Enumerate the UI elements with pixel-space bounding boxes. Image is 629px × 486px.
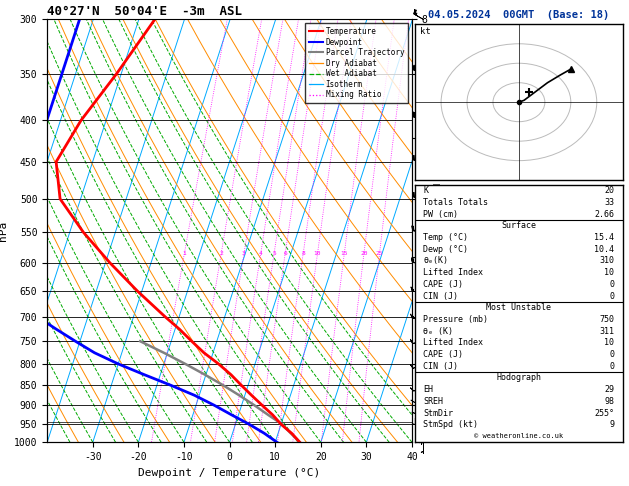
Text: 6: 6	[283, 251, 287, 257]
Text: Lifted Index: Lifted Index	[423, 338, 484, 347]
X-axis label: Dewpoint / Temperature (°C): Dewpoint / Temperature (°C)	[138, 468, 321, 478]
Text: CIN (J): CIN (J)	[423, 362, 459, 371]
Text: 8: 8	[301, 251, 305, 257]
Text: 20: 20	[604, 186, 615, 195]
Text: Lifted Index: Lifted Index	[423, 268, 484, 277]
Text: EH: EH	[423, 385, 433, 394]
Text: 25: 25	[376, 251, 383, 257]
Text: 04.05.2024  00GMT  (Base: 18): 04.05.2024 00GMT (Base: 18)	[428, 10, 610, 20]
Text: Most Unstable: Most Unstable	[486, 303, 552, 312]
Text: 10.4: 10.4	[594, 245, 615, 254]
Text: CAPE (J): CAPE (J)	[423, 350, 464, 359]
Text: Surface: Surface	[501, 222, 537, 230]
Text: 20: 20	[360, 251, 367, 257]
Text: θₑ(K): θₑ(K)	[423, 257, 448, 265]
Text: Dewp (°C): Dewp (°C)	[423, 245, 469, 254]
Text: 98: 98	[604, 397, 615, 406]
Text: Pressure (mb): Pressure (mb)	[423, 315, 489, 324]
Text: 3: 3	[242, 251, 246, 257]
Text: 2.66: 2.66	[594, 209, 615, 219]
Legend: Temperature, Dewpoint, Parcel Trajectory, Dry Adiabat, Wet Adiabat, Isotherm, Mi: Temperature, Dewpoint, Parcel Trajectory…	[305, 23, 408, 103]
Text: 10: 10	[604, 268, 615, 277]
Text: Temp (°C): Temp (°C)	[423, 233, 469, 242]
Text: 29: 29	[604, 385, 615, 394]
Text: 5: 5	[272, 251, 276, 257]
Text: PW (cm): PW (cm)	[423, 209, 459, 219]
Text: 750: 750	[599, 315, 615, 324]
Text: 310: 310	[599, 257, 615, 265]
Text: 0: 0	[610, 292, 615, 300]
Text: CIN (J): CIN (J)	[423, 292, 459, 300]
Text: 255°: 255°	[594, 409, 615, 417]
Text: 10: 10	[314, 251, 321, 257]
Text: 0: 0	[610, 350, 615, 359]
Text: 10: 10	[604, 338, 615, 347]
Text: kt: kt	[420, 27, 431, 36]
Text: CAPE (J): CAPE (J)	[423, 280, 464, 289]
Y-axis label: Mixing Ratio (g/kg): Mixing Ratio (g/kg)	[430, 183, 438, 278]
Text: © weatheronline.co.uk: © weatheronline.co.uk	[474, 434, 564, 439]
Text: 9: 9	[610, 420, 615, 429]
Text: K: K	[423, 186, 428, 195]
Text: 0: 0	[610, 362, 615, 371]
Text: 1: 1	[182, 251, 186, 257]
Text: 15: 15	[340, 251, 348, 257]
Text: Hodograph: Hodograph	[496, 373, 542, 382]
Text: 2: 2	[220, 251, 223, 257]
Text: 33: 33	[604, 198, 615, 207]
Y-axis label: hPa: hPa	[0, 221, 8, 241]
Text: 311: 311	[599, 327, 615, 336]
Text: 15.4: 15.4	[594, 233, 615, 242]
Text: LCL: LCL	[413, 418, 428, 427]
Text: 40°27'N  50°04'E  -3m  ASL: 40°27'N 50°04'E -3m ASL	[47, 5, 242, 18]
Text: StmDir: StmDir	[423, 409, 454, 417]
Text: StmSpd (kt): StmSpd (kt)	[423, 420, 479, 429]
Text: 4: 4	[259, 251, 262, 257]
Text: Totals Totals: Totals Totals	[423, 198, 489, 207]
Text: SREH: SREH	[423, 397, 443, 406]
Text: θₑ (K): θₑ (K)	[423, 327, 454, 336]
Text: 0: 0	[610, 280, 615, 289]
